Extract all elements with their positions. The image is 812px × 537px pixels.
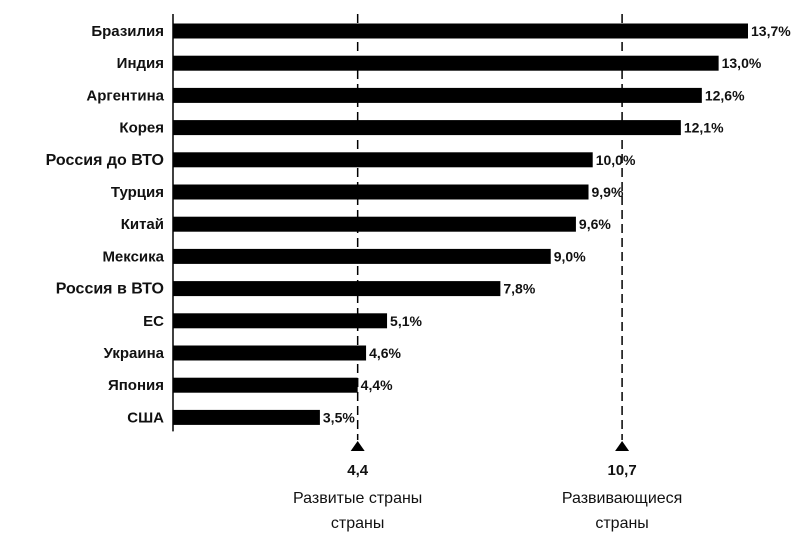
category-label: Россия до ВТО bbox=[46, 152, 164, 169]
value-label: 7,8% bbox=[503, 281, 535, 297]
value-label: 13,0% bbox=[722, 55, 762, 71]
value-label: 5,1% bbox=[390, 313, 422, 329]
value-label: 9,9% bbox=[592, 184, 624, 200]
bar bbox=[173, 216, 576, 232]
reference-caption-line: страны bbox=[331, 515, 384, 532]
category-label: Корея bbox=[119, 120, 164, 137]
value-label: 9,0% bbox=[554, 248, 586, 264]
bar bbox=[173, 152, 593, 168]
category-label: ЕС bbox=[143, 313, 164, 330]
bar bbox=[173, 345, 367, 361]
category-label: Мексика bbox=[102, 248, 164, 265]
reference-value-label: 10,7 bbox=[607, 462, 636, 479]
value-label: 3,5% bbox=[323, 409, 355, 425]
category-label: Аргентина bbox=[86, 87, 164, 104]
bars-layer bbox=[173, 23, 748, 425]
reference-caption-line: Развивающиеся bbox=[562, 490, 683, 507]
bar bbox=[173, 23, 748, 39]
category-label: Индия bbox=[117, 55, 164, 72]
category-label: Китай bbox=[121, 216, 164, 233]
value-label: 12,6% bbox=[705, 87, 745, 103]
value-label: 4,4% bbox=[361, 377, 393, 393]
value-label: 13,7% bbox=[751, 23, 791, 39]
value-label: 4,6% bbox=[369, 345, 401, 361]
bar bbox=[173, 55, 719, 71]
bar bbox=[173, 248, 551, 264]
bar bbox=[173, 313, 388, 329]
labels-layer: 4,4 Развитые страны страны 10,7 Развивающиес… bbox=[46, 23, 792, 532]
bar bbox=[173, 120, 681, 136]
reference-marker-triangle bbox=[350, 441, 365, 451]
category-label: Украина bbox=[104, 345, 165, 362]
reference-caption-line: Развитые страны bbox=[293, 490, 422, 507]
category-label: Бразилия bbox=[91, 23, 164, 40]
reference-caption-line: страны bbox=[595, 515, 648, 532]
value-label: 12,1% bbox=[684, 120, 724, 136]
reference-value-label: 4,4 bbox=[347, 462, 369, 479]
value-label: 10,0% bbox=[596, 152, 636, 168]
category-label: Россия в ВТО bbox=[56, 281, 164, 298]
category-label: Япония bbox=[108, 377, 164, 394]
bar bbox=[173, 281, 501, 297]
category-label: Турция bbox=[111, 184, 164, 201]
bar bbox=[173, 377, 358, 393]
value-label: 9,6% bbox=[579, 216, 611, 232]
reference-marker-triangle bbox=[615, 441, 630, 451]
category-label: США bbox=[127, 409, 164, 426]
bar bbox=[173, 87, 702, 103]
bar bbox=[173, 409, 320, 425]
bar bbox=[173, 184, 589, 200]
